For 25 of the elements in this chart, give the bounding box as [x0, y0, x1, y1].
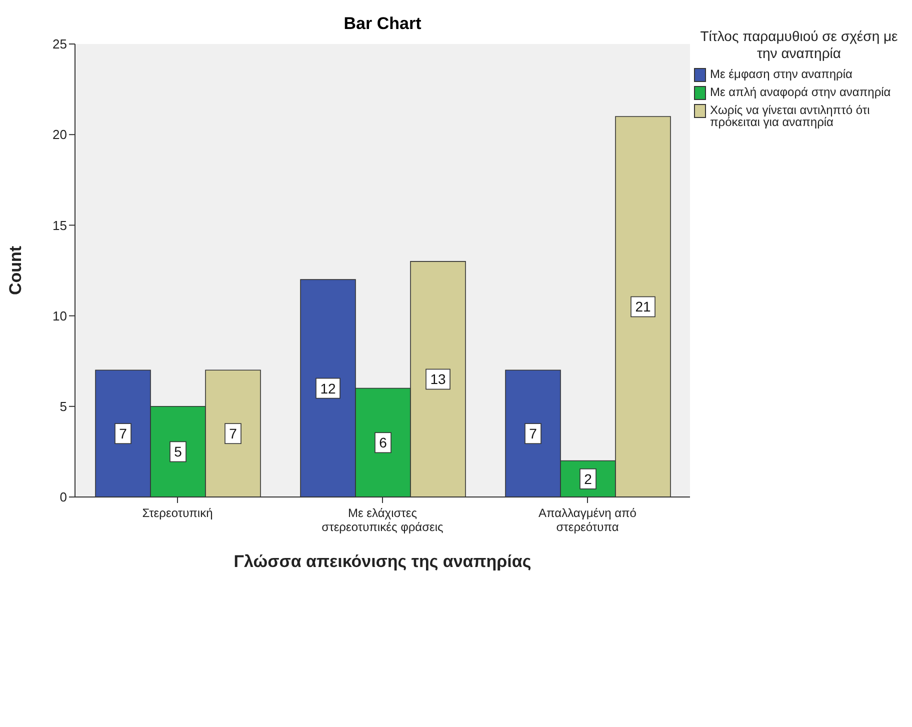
data-label: 13 — [430, 371, 446, 388]
y-tick-label: 0 — [60, 490, 67, 505]
x-tick-label: Στερεοτυπική — [142, 506, 213, 520]
x-tick-label: Με ελάχιστες στερεοτυπικές φράσεις — [322, 506, 444, 534]
data-label: 5 — [174, 444, 182, 460]
legend-label: Χωρίς να γίνεται αντιληπτό ότι πρόκειται για αναπηρία — [710, 103, 871, 129]
data-label: 2 — [584, 470, 592, 487]
data-label: 7 — [529, 426, 538, 442]
data-label: 7 — [229, 426, 238, 442]
y-tick-label: 20 — [52, 127, 67, 142]
x-axis-title: Γλώσσα απεικόνισης της αναπηρίας — [234, 552, 532, 571]
y-tick-label: 15 — [52, 218, 67, 233]
x-tick-label: Απαλλαγμένη από στερεότυπα — [538, 506, 637, 534]
y-tick-label: 25 — [52, 36, 67, 52]
y-axis-title: Count — [6, 246, 26, 296]
data-label: 7 — [119, 426, 128, 442]
y-tick-label: 10 — [52, 308, 67, 324]
data-label: 6 — [379, 434, 388, 451]
legend-label: Με έμφαση στην αναπηρία — [710, 67, 852, 81]
legend-label: Με απλή αναφορά στην αναπηρία — [710, 85, 891, 99]
data-label: 21 — [635, 298, 651, 315]
data-label: 12 — [320, 380, 336, 396]
chart-title: Bar Chart — [342, 14, 422, 34]
legend-title: Τίτλος παραμυθιού σε σχέση με την αναπηρία — [699, 28, 899, 62]
y-tick-label: 5 — [60, 399, 67, 414]
